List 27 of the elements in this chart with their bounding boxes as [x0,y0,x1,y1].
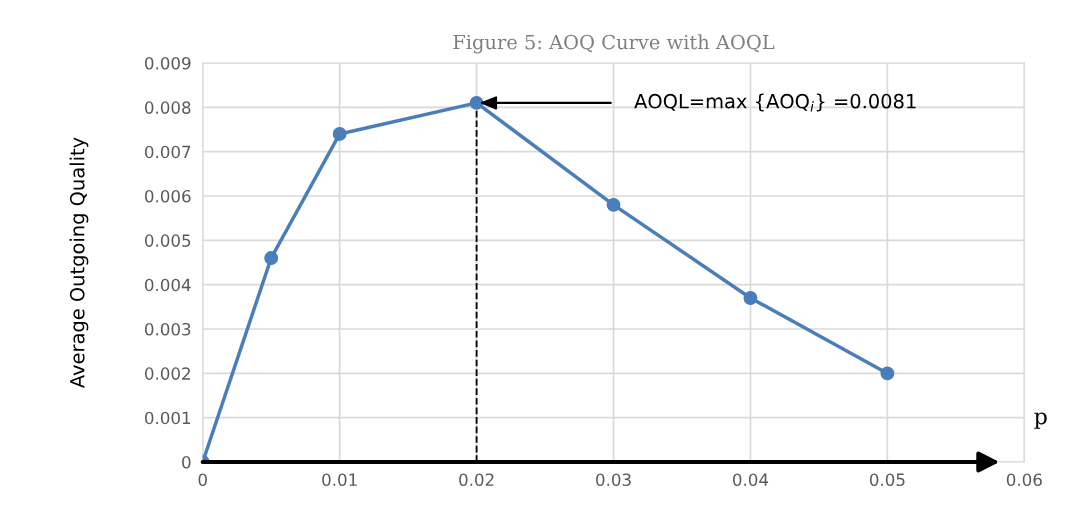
y-tick-label: 0.007 [145,145,191,159]
y-tick-label: 0.001 [145,411,191,425]
y-tick-label: 0.002 [145,367,190,380]
point [880,366,895,381]
y-tick-label: 0.003 [145,322,191,336]
y-tick-label: 0.004 [145,278,191,292]
x-tick-label: 0.06 [1006,473,1042,487]
y-axis-title: Average Outgoing Quality [69,137,89,388]
x-axis-title: p [1034,412,1047,429]
x-tick-label: 0 [198,473,207,487]
y-tick-label: 0.008 [145,101,191,114]
point [606,197,621,212]
chart-title: Figure 5: AOQ Curve with AOQL [453,34,775,54]
point [469,95,484,110]
x-tick-label: 0.01 [322,473,357,487]
y-tick-label: 0 [182,455,191,469]
y-tick-label: 0.009 [145,56,191,70]
y-tick-label: 0.006 [145,189,191,203]
x-tick-label: 0.04 [733,473,769,487]
point [743,291,758,305]
point [332,126,347,141]
x-tick-label: 0.05 [869,473,905,487]
x-tick-label: 0.03 [596,473,631,487]
y-tick-label: 0.005 [145,234,191,247]
x-tick-label: 0.02 [459,473,494,487]
point [264,251,279,266]
annotation: AOQL=max {AOQ$_{i}$} =0.0081 [634,93,916,112]
